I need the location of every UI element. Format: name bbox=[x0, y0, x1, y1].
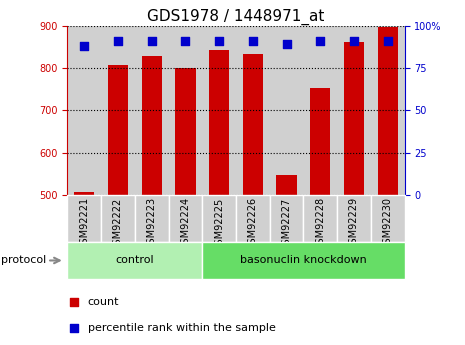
Bar bbox=[236, 26, 270, 195]
Text: GSM92224: GSM92224 bbox=[180, 197, 191, 250]
Text: GSM92222: GSM92222 bbox=[113, 197, 123, 250]
Bar bbox=[175, 68, 195, 195]
Bar bbox=[303, 195, 337, 242]
Text: percentile rank within the sample: percentile rank within the sample bbox=[87, 323, 276, 333]
Point bbox=[80, 43, 88, 49]
Bar bbox=[310, 88, 330, 195]
Bar bbox=[344, 42, 364, 195]
Point bbox=[384, 38, 392, 44]
Bar bbox=[141, 56, 162, 195]
Text: control: control bbox=[115, 256, 154, 265]
Bar bbox=[378, 27, 398, 195]
Bar bbox=[337, 195, 371, 242]
Point bbox=[70, 299, 78, 305]
Bar bbox=[337, 26, 371, 195]
Point bbox=[182, 38, 189, 44]
Bar bbox=[276, 175, 297, 195]
Bar bbox=[209, 50, 229, 195]
Bar bbox=[202, 26, 236, 195]
Text: GSM92227: GSM92227 bbox=[281, 197, 292, 250]
Text: basonuclin knockdown: basonuclin knockdown bbox=[240, 256, 367, 265]
Point bbox=[249, 38, 257, 44]
Bar bbox=[270, 26, 303, 195]
Text: GSM92223: GSM92223 bbox=[146, 197, 157, 250]
Point bbox=[350, 38, 358, 44]
Point bbox=[70, 325, 78, 331]
Bar bbox=[371, 195, 405, 242]
Bar bbox=[101, 195, 135, 242]
Text: GSM92229: GSM92229 bbox=[349, 197, 359, 250]
Bar bbox=[202, 195, 236, 242]
Text: GSM92230: GSM92230 bbox=[383, 197, 393, 250]
Point bbox=[215, 38, 223, 44]
Bar bbox=[243, 54, 263, 195]
Point bbox=[148, 38, 155, 44]
Bar bbox=[67, 26, 101, 195]
Bar bbox=[168, 26, 202, 195]
Text: GSM92226: GSM92226 bbox=[248, 197, 258, 250]
Bar bbox=[270, 195, 303, 242]
Text: GSM92221: GSM92221 bbox=[79, 197, 89, 250]
Bar bbox=[236, 195, 270, 242]
Bar bbox=[108, 65, 128, 195]
Text: GSM92225: GSM92225 bbox=[214, 197, 224, 250]
Bar bbox=[371, 26, 405, 195]
Bar bbox=[67, 195, 101, 242]
Bar bbox=[101, 26, 135, 195]
Bar bbox=[303, 26, 337, 195]
Title: GDS1978 / 1448971_at: GDS1978 / 1448971_at bbox=[147, 8, 325, 24]
Point bbox=[283, 42, 290, 47]
Text: protocol: protocol bbox=[0, 256, 46, 265]
Point bbox=[317, 38, 324, 44]
Bar bbox=[67, 241, 202, 279]
Bar bbox=[168, 195, 202, 242]
Bar bbox=[202, 241, 405, 279]
Bar bbox=[74, 192, 94, 195]
Point bbox=[114, 38, 122, 44]
Bar bbox=[135, 26, 168, 195]
Text: GSM92228: GSM92228 bbox=[315, 197, 326, 250]
Text: count: count bbox=[87, 297, 119, 307]
Bar bbox=[135, 195, 168, 242]
